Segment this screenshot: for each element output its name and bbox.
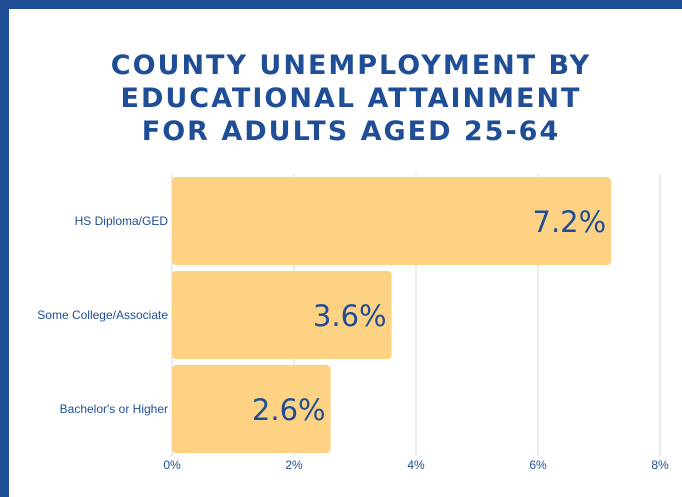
bar-2 — [172, 365, 331, 453]
category-label-0: HS Diploma/GED — [75, 214, 169, 228]
category-label-2: Bachelor's or Higher — [60, 402, 168, 416]
x-tick-label-4: 8% — [651, 458, 669, 472]
chart-title: COUNTY UNEMPLOYMENT BY EDUCATIONAL ATTAI… — [20, 49, 682, 148]
value-label-0: 7.2% — [533, 205, 607, 239]
chart-title-line-1: COUNTY UNEMPLOYMENT BY — [110, 50, 592, 81]
chart-title-line-2: EDUCATIONAL ATTAINMENT — [120, 83, 582, 114]
bar-1 — [172, 271, 392, 359]
x-tick-label-0: 0% — [163, 458, 181, 472]
x-tick-label-1: 2% — [285, 458, 303, 472]
frame-left-border — [0, 0, 9, 497]
value-label-2: 2.6% — [252, 393, 326, 427]
chart-title-line-3: FOR ADULTS AGED 25-64 — [141, 116, 561, 147]
bar-0 — [172, 177, 612, 265]
category-label-1: Some College/Associate — [37, 308, 168, 322]
frame-top-border — [0, 0, 682, 9]
x-tick-label-3: 6% — [529, 458, 547, 472]
x-tick-label-2: 4% — [407, 458, 425, 472]
value-label-1: 3.6% — [313, 299, 387, 333]
